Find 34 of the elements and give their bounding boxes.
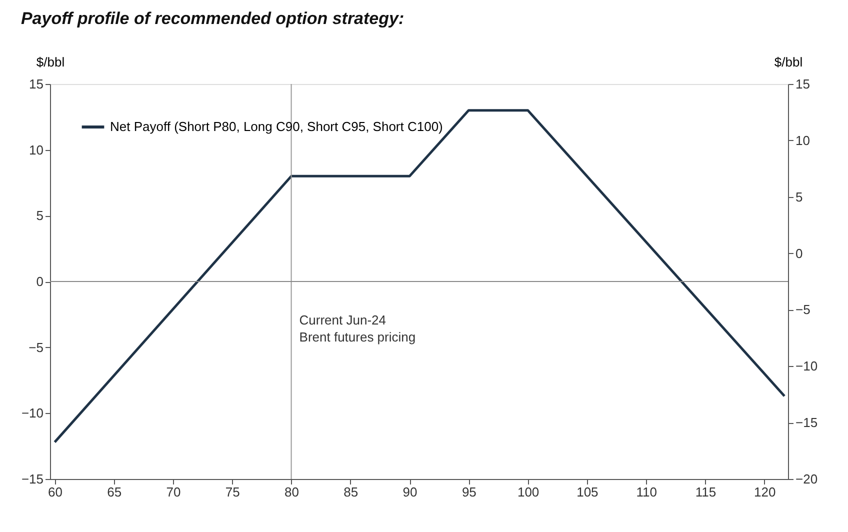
y2-tick-label: 5 [796, 189, 803, 204]
y2-axis-title: $/bbl [774, 54, 803, 70]
chart-title: Payoff profile of recommended option strategy: [20, 9, 404, 28]
y-tick-label: −10 [21, 406, 44, 421]
x-tick-label: 110 [636, 484, 657, 500]
y2-tick-label: 10 [796, 132, 810, 148]
x-tick-label: 115 [695, 484, 716, 500]
y2-tick-label: −15 [796, 415, 818, 430]
y2-tick-label: 0 [796, 246, 803, 261]
x-tick-label: 120 [754, 484, 776, 500]
x-tick-label: 65 [107, 484, 122, 500]
x-tick-label: 105 [576, 484, 598, 500]
y2-tick-label: 15 [796, 76, 810, 92]
y-axis-title: $/bbl [36, 54, 65, 70]
y2-tick-label: −20 [796, 472, 818, 486]
x-tick-label: 90 [402, 484, 418, 500]
annotation: Current Jun-24 Brent futures pricing [299, 312, 416, 344]
y2-tick-label: −5 [796, 302, 810, 318]
x-tick-label: 75 [225, 484, 240, 500]
x-tick-label: 100 [517, 484, 540, 500]
x-tick-label: 60 [48, 484, 62, 500]
y-tick-label: 10 [29, 142, 44, 158]
y-tick-label: −15 [21, 472, 44, 486]
x-tick-label: 80 [284, 484, 300, 500]
legend-label: Net Payoff (Short P80, Long C90, Short C95, Short C100) [110, 119, 443, 134]
line-series [53, 109, 786, 444]
y-tick-label: 0 [36, 274, 44, 289]
x-tick-label: 95 [462, 484, 476, 500]
y-tick-label: 5 [36, 208, 44, 224]
y-tick-label: −5 [28, 340, 44, 355]
y-tick-label: 15 [29, 76, 44, 92]
y2-tick-label: −10 [796, 358, 818, 374]
x-tick-label: 70 [166, 484, 181, 500]
x-tick-label: 85 [344, 484, 358, 500]
